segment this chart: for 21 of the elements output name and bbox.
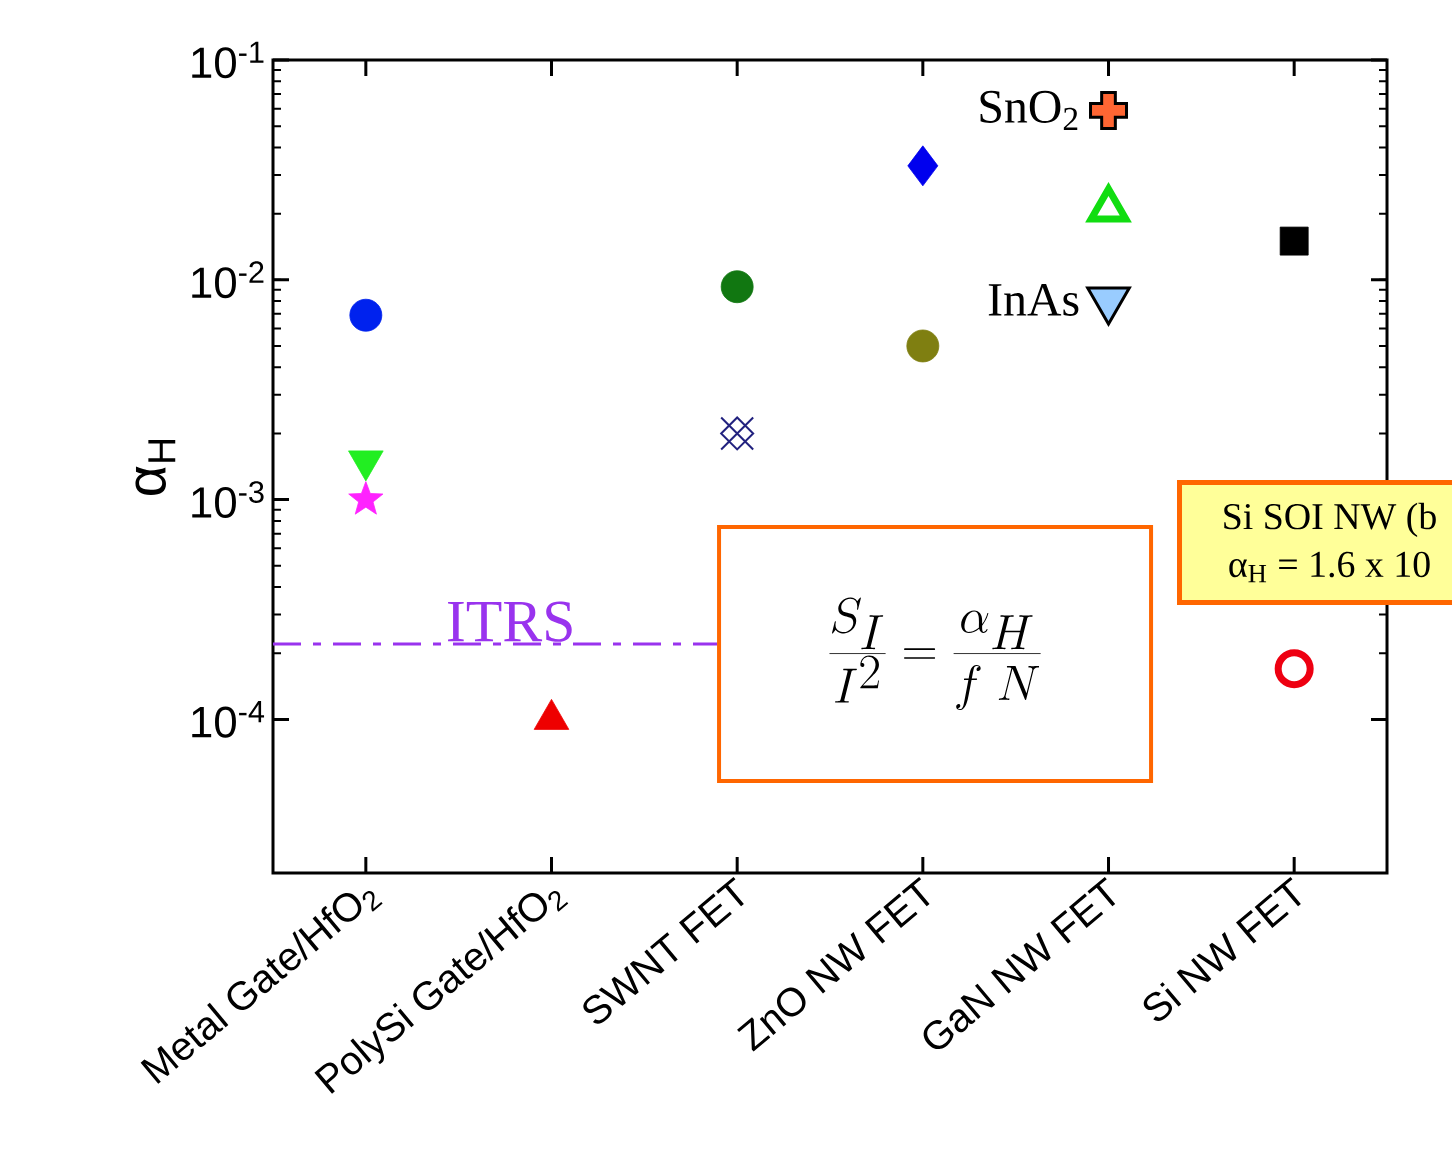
y-axis-title: α$_{H}$ xyxy=(135,439,176,495)
legend-label: SnO$_{2}$ xyxy=(980,90,1078,130)
annotation: $\frac{S_{I}}{I^{2}} = \frac{\alpha_{H}}{f\;N}$ xyxy=(829,597,1041,711)
y-tick-label: 10$^{-1}$ xyxy=(192,41,264,79)
annotation: Si SOI NW (b xyxy=(1224,502,1436,538)
point xyxy=(1279,226,1309,256)
y-tick-label: 10$^{-2}$ xyxy=(192,261,264,299)
point xyxy=(907,145,939,187)
point xyxy=(720,270,754,304)
point xyxy=(906,329,940,363)
ref-line-label: ITRS xyxy=(448,601,572,642)
point xyxy=(348,481,384,515)
point xyxy=(349,298,383,332)
annotation: α$_{H}$ = 1.6 x 10 xyxy=(1229,551,1430,583)
point xyxy=(1274,649,1314,689)
point xyxy=(720,416,755,451)
point xyxy=(1089,90,1129,130)
x-tick-label: Si NW FET xyxy=(1143,876,1301,1021)
y-tick-label: 10$^{-4}$ xyxy=(192,701,265,738)
series-label: InAs xyxy=(988,283,1079,316)
y-tick-label: 10$^{-3}$ xyxy=(192,481,264,519)
